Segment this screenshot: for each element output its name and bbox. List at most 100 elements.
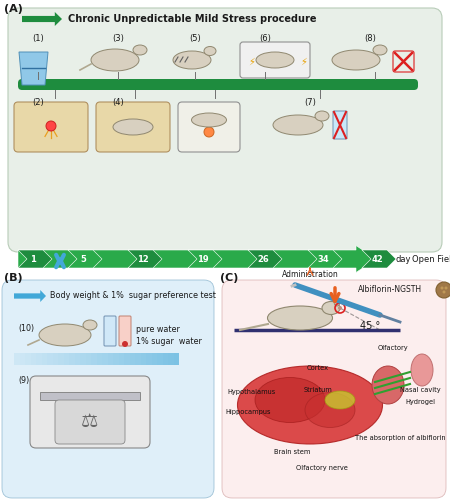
Bar bbox=[75, 353, 80, 365]
Bar bbox=[25, 353, 31, 365]
Ellipse shape bbox=[305, 392, 355, 428]
Circle shape bbox=[338, 306, 342, 310]
FancyBboxPatch shape bbox=[104, 316, 116, 346]
Circle shape bbox=[46, 121, 56, 131]
Ellipse shape bbox=[39, 324, 91, 346]
Bar bbox=[40, 392, 140, 400]
Bar bbox=[162, 353, 168, 365]
Text: (4): (4) bbox=[112, 98, 124, 106]
Circle shape bbox=[436, 282, 450, 298]
Bar bbox=[69, 353, 75, 365]
Text: (3): (3) bbox=[112, 34, 124, 42]
Text: Chronic Unpredictable Mild Stress procedure: Chronic Unpredictable Mild Stress proced… bbox=[68, 14, 316, 24]
Polygon shape bbox=[22, 12, 62, 26]
Ellipse shape bbox=[173, 51, 211, 69]
Bar bbox=[96, 353, 102, 365]
Text: (7): (7) bbox=[304, 98, 316, 106]
Bar bbox=[135, 353, 140, 365]
Bar bbox=[91, 353, 96, 365]
Bar bbox=[36, 353, 41, 365]
FancyBboxPatch shape bbox=[240, 42, 310, 78]
Text: 5: 5 bbox=[81, 254, 86, 264]
Bar bbox=[118, 353, 124, 365]
Ellipse shape bbox=[133, 45, 147, 55]
Text: Administration: Administration bbox=[282, 270, 338, 279]
Bar bbox=[86, 353, 91, 365]
Bar bbox=[168, 353, 174, 365]
FancyBboxPatch shape bbox=[18, 79, 418, 90]
Ellipse shape bbox=[273, 115, 323, 135]
Polygon shape bbox=[362, 250, 396, 268]
Bar bbox=[102, 353, 108, 365]
Circle shape bbox=[441, 286, 444, 290]
Bar bbox=[41, 353, 47, 365]
Text: (A): (A) bbox=[4, 4, 23, 14]
Ellipse shape bbox=[238, 366, 382, 444]
Polygon shape bbox=[188, 250, 222, 268]
Circle shape bbox=[122, 341, 128, 347]
Polygon shape bbox=[14, 290, 46, 302]
Ellipse shape bbox=[372, 366, 404, 404]
Bar bbox=[63, 353, 69, 365]
Text: 19: 19 bbox=[198, 254, 209, 264]
Ellipse shape bbox=[255, 378, 325, 422]
Bar bbox=[130, 353, 135, 365]
Ellipse shape bbox=[256, 52, 294, 68]
Bar bbox=[174, 353, 179, 365]
Text: Olfactory: Olfactory bbox=[378, 345, 408, 351]
FancyBboxPatch shape bbox=[178, 102, 240, 152]
Bar bbox=[124, 353, 130, 365]
Bar bbox=[53, 353, 58, 365]
Text: (2): (2) bbox=[32, 98, 44, 106]
Text: (1): (1) bbox=[32, 34, 44, 42]
FancyBboxPatch shape bbox=[55, 400, 125, 444]
Polygon shape bbox=[68, 250, 102, 268]
Polygon shape bbox=[18, 250, 52, 268]
FancyBboxPatch shape bbox=[8, 8, 442, 252]
Text: 26: 26 bbox=[257, 254, 269, 264]
Text: Body weight & 1%  sugar preference test: Body weight & 1% sugar preference test bbox=[50, 292, 216, 300]
Text: 1: 1 bbox=[30, 254, 36, 264]
Text: Hypothalamus: Hypothalamus bbox=[228, 389, 276, 395]
Bar bbox=[152, 353, 157, 365]
Polygon shape bbox=[248, 250, 282, 268]
Circle shape bbox=[445, 286, 447, 290]
Text: The absorption of albiflorin: The absorption of albiflorin bbox=[355, 435, 446, 441]
Ellipse shape bbox=[325, 391, 355, 409]
Circle shape bbox=[442, 290, 445, 294]
Text: ⚡: ⚡ bbox=[300, 57, 307, 67]
Ellipse shape bbox=[192, 113, 226, 127]
Bar bbox=[146, 353, 152, 365]
Bar bbox=[113, 353, 118, 365]
FancyBboxPatch shape bbox=[119, 316, 131, 346]
Text: 45 °: 45 ° bbox=[360, 321, 380, 331]
FancyBboxPatch shape bbox=[2, 280, 214, 498]
Text: (8): (8) bbox=[364, 34, 376, 42]
Ellipse shape bbox=[267, 306, 333, 330]
Bar bbox=[47, 353, 53, 365]
Ellipse shape bbox=[91, 49, 139, 71]
Ellipse shape bbox=[204, 46, 216, 56]
Ellipse shape bbox=[322, 302, 340, 314]
Text: day: day bbox=[395, 254, 410, 264]
Text: (C): (C) bbox=[220, 273, 238, 283]
Text: 1% sugar  water: 1% sugar water bbox=[136, 338, 202, 346]
Circle shape bbox=[204, 127, 214, 137]
Text: (6): (6) bbox=[259, 34, 271, 42]
Text: Hippocampus: Hippocampus bbox=[225, 409, 271, 415]
Polygon shape bbox=[19, 52, 48, 85]
Bar bbox=[31, 353, 36, 365]
Polygon shape bbox=[308, 250, 342, 268]
Bar bbox=[19, 353, 25, 365]
FancyBboxPatch shape bbox=[333, 111, 347, 139]
Bar bbox=[14, 353, 19, 365]
Bar bbox=[108, 353, 113, 365]
FancyBboxPatch shape bbox=[30, 376, 150, 448]
Text: Open Field Test: Open Field Test bbox=[412, 254, 450, 264]
Text: 12: 12 bbox=[137, 254, 149, 264]
Ellipse shape bbox=[373, 45, 387, 55]
FancyBboxPatch shape bbox=[14, 102, 88, 152]
Ellipse shape bbox=[83, 320, 97, 330]
Text: pure water: pure water bbox=[136, 326, 180, 334]
Text: Striatum: Striatum bbox=[304, 387, 333, 393]
